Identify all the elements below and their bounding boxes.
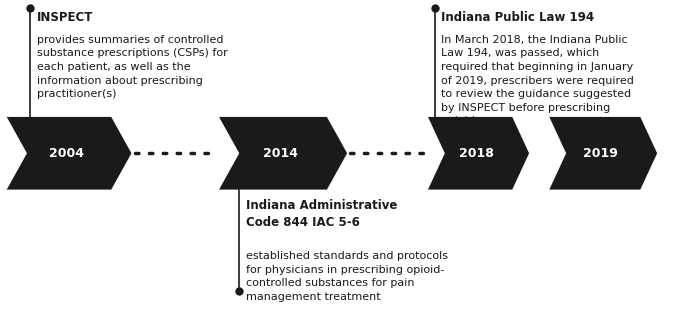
- Text: INSPECT: INSPECT: [37, 11, 94, 24]
- Text: provides summaries of controlled
substance prescriptions (CSPs) for
each patient: provides summaries of controlled substan…: [37, 35, 228, 99]
- Polygon shape: [7, 117, 131, 190]
- Text: 2019: 2019: [583, 147, 618, 160]
- Text: Indiana Public Law 194: Indiana Public Law 194: [441, 11, 594, 24]
- Polygon shape: [428, 117, 529, 190]
- Text: 2018: 2018: [458, 147, 493, 160]
- Text: 2004: 2004: [49, 147, 84, 160]
- Text: In March 2018, the Indiana Public
Law 194, was passed, which
required that begin: In March 2018, the Indiana Public Law 19…: [441, 35, 634, 126]
- Text: established standards and protocols
for physicians in prescribing opioid-
contro: established standards and protocols for …: [246, 251, 448, 302]
- Text: 2014: 2014: [263, 147, 297, 160]
- Polygon shape: [219, 117, 347, 190]
- Text: Indiana Administrative
Code 844 IAC 5-6: Indiana Administrative Code 844 IAC 5-6: [246, 199, 398, 228]
- Polygon shape: [549, 117, 657, 190]
